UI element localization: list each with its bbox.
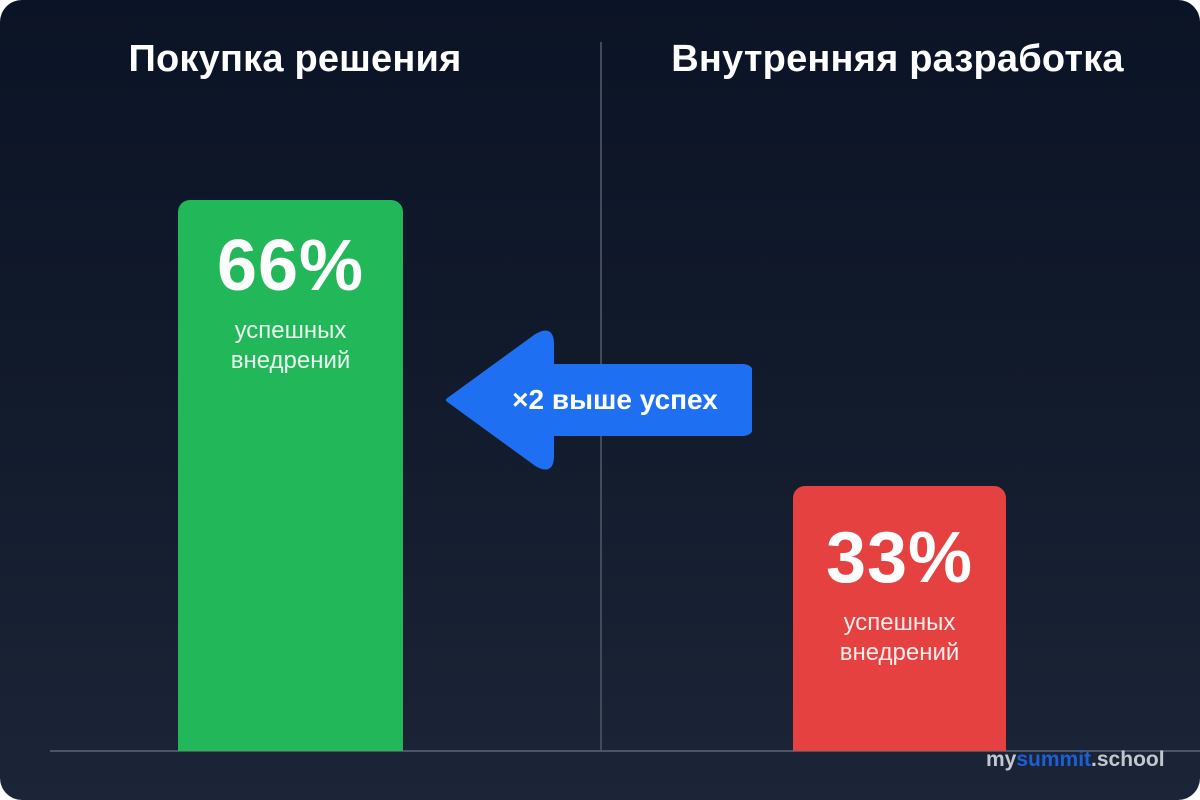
bar-caption-line2: внедрений xyxy=(839,639,960,666)
title-in-house-development: Внутренняя разработка xyxy=(671,38,1124,80)
brand-part3: .school xyxy=(1091,748,1165,771)
brand-part1: my xyxy=(986,748,1017,771)
chart-baseline xyxy=(50,750,1200,752)
comparison-callout: ×2 выше успех xyxy=(512,384,718,415)
bar-in-house-development: 33% успешных внедрений xyxy=(793,486,1006,751)
bar-buy-solution: 66% успешных внедрений xyxy=(178,200,403,751)
bar-value: 66% xyxy=(216,226,365,306)
brand-part2: summit xyxy=(1016,748,1092,771)
bar-value: 33% xyxy=(825,518,974,598)
bar-caption-line1: успешных xyxy=(843,609,956,636)
title-buy-solution: Покупка решения xyxy=(128,38,462,80)
arrow-left-icon xyxy=(446,330,752,470)
bar-caption-line1: успешных xyxy=(234,317,347,344)
bar-caption-line2: внедрений xyxy=(230,347,351,374)
brand-logo: mysummit.school xyxy=(986,748,1165,772)
